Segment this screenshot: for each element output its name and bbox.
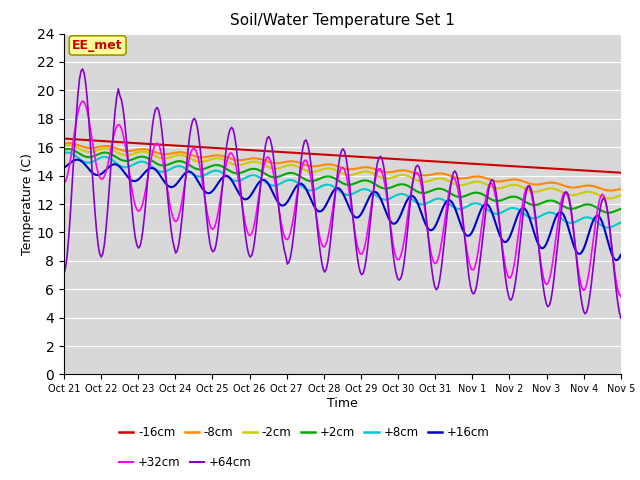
+2cm — [60, 147, 68, 153]
Y-axis label: Temperature (C): Temperature (C) — [20, 153, 34, 255]
Text: EE_met: EE_met — [72, 39, 123, 52]
+16cm — [130, 178, 138, 184]
-8cm — [65, 140, 72, 146]
-16cm — [60, 136, 68, 142]
+16cm — [255, 179, 263, 185]
+8cm — [605, 225, 612, 230]
Line: -8cm: -8cm — [64, 143, 621, 191]
-2cm — [65, 142, 72, 148]
+2cm — [605, 210, 612, 216]
-2cm — [605, 195, 612, 201]
+2cm — [65, 146, 72, 152]
-8cm — [60, 141, 68, 146]
+8cm — [130, 161, 138, 167]
+2cm — [305, 178, 313, 184]
+16cm — [588, 223, 595, 228]
-16cm — [303, 151, 311, 156]
+2cm — [617, 206, 625, 212]
+2cm — [246, 167, 254, 172]
-16cm — [226, 146, 234, 152]
-2cm — [130, 151, 138, 156]
-8cm — [617, 186, 625, 192]
+64cm — [305, 148, 313, 154]
+32cm — [246, 233, 254, 239]
-8cm — [130, 147, 138, 153]
+64cm — [588, 281, 595, 287]
Line: +32cm: +32cm — [64, 101, 621, 296]
+8cm — [588, 216, 595, 221]
+64cm — [617, 315, 625, 321]
X-axis label: Time: Time — [327, 397, 358, 410]
+64cm — [130, 224, 138, 229]
-16cm — [617, 170, 625, 176]
+8cm — [228, 177, 236, 182]
+16cm — [72, 157, 80, 163]
-16cm — [586, 168, 594, 174]
+32cm — [305, 166, 313, 171]
Title: Soil/Water Temperature Set 1: Soil/Water Temperature Set 1 — [230, 13, 455, 28]
+32cm — [60, 180, 68, 186]
+8cm — [305, 187, 313, 193]
-2cm — [228, 161, 236, 167]
-8cm — [305, 163, 313, 169]
+8cm — [617, 219, 625, 225]
+16cm — [228, 177, 236, 183]
+2cm — [588, 202, 595, 208]
-2cm — [305, 168, 313, 174]
-16cm — [244, 147, 252, 153]
+64cm — [228, 124, 236, 130]
-16cm — [254, 148, 262, 154]
Line: +16cm: +16cm — [64, 160, 621, 260]
-2cm — [255, 160, 263, 166]
+32cm — [79, 98, 86, 104]
-8cm — [606, 188, 614, 193]
-16cm — [129, 140, 136, 146]
+32cm — [130, 197, 138, 203]
+64cm — [79, 66, 86, 72]
+8cm — [63, 150, 71, 156]
Line: -16cm: -16cm — [64, 139, 621, 173]
+16cm — [60, 165, 68, 170]
+32cm — [617, 293, 625, 299]
+32cm — [255, 190, 263, 195]
Line: +64cm: +64cm — [64, 69, 621, 318]
-8cm — [255, 156, 263, 162]
+16cm — [246, 193, 254, 199]
Line: +2cm: +2cm — [64, 149, 621, 213]
-2cm — [588, 189, 595, 195]
+16cm — [617, 252, 625, 258]
+8cm — [60, 150, 68, 156]
+64cm — [255, 194, 263, 200]
+32cm — [588, 252, 595, 258]
+16cm — [612, 257, 620, 263]
+64cm — [60, 270, 68, 276]
-2cm — [617, 192, 625, 198]
+64cm — [246, 254, 254, 260]
+2cm — [228, 169, 236, 175]
-8cm — [228, 156, 236, 162]
+8cm — [246, 173, 254, 179]
-8cm — [246, 156, 254, 161]
Line: -2cm: -2cm — [64, 145, 621, 198]
Line: +8cm: +8cm — [64, 153, 621, 228]
Legend: +32cm, +64cm: +32cm, +64cm — [115, 452, 257, 474]
+16cm — [305, 192, 313, 198]
+8cm — [255, 175, 263, 180]
-2cm — [60, 143, 68, 149]
-2cm — [246, 159, 254, 165]
+32cm — [228, 150, 236, 156]
+2cm — [130, 156, 138, 162]
-8cm — [588, 183, 595, 189]
+2cm — [255, 168, 263, 173]
